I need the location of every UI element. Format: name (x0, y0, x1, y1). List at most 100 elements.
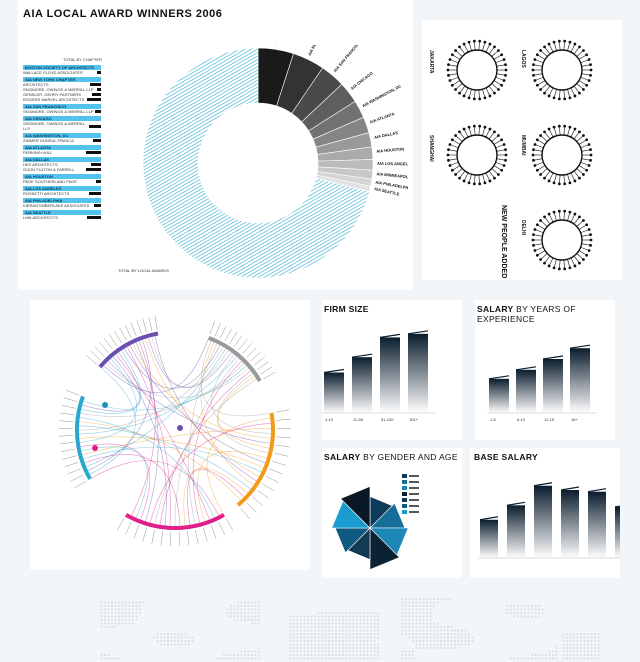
map-dot (107, 626, 110, 628)
legend-swatch (402, 492, 407, 496)
map-dot (342, 629, 344, 632)
chord-link (200, 342, 254, 486)
map-dot (331, 647, 334, 649)
city-dot (450, 138, 454, 142)
map-dot (258, 622, 260, 625)
map-dot (408, 657, 411, 660)
map-dot (338, 650, 341, 653)
map-dot (181, 636, 183, 639)
map-dot (244, 650, 246, 653)
chord-link (129, 345, 266, 464)
map-dot (405, 619, 407, 621)
map-dot (352, 629, 355, 632)
map-dot (125, 622, 127, 625)
map-dot (314, 626, 316, 628)
city-dot (568, 96, 572, 100)
city-spoke (553, 89, 557, 98)
map-dot (107, 608, 110, 611)
city-dot (568, 125, 572, 129)
map-dot (356, 657, 358, 660)
chapter-item: SKIDMORE, OWINGS & MERRILL LLP (23, 109, 101, 114)
map-dot (433, 601, 435, 604)
map-dot (324, 622, 327, 625)
bar-category-label: 16+ (571, 417, 578, 422)
legend-swatch (402, 480, 407, 484)
map-dot (356, 615, 358, 618)
map-dot (328, 612, 330, 614)
map-dot (370, 622, 372, 625)
chord-node (177, 425, 183, 431)
map-dot (377, 633, 379, 635)
map-dot (594, 647, 596, 649)
map-dot (422, 615, 425, 618)
city-dot (483, 181, 487, 185)
map-dot (251, 657, 253, 660)
map-dot (408, 654, 411, 656)
map-dot (433, 636, 435, 639)
map-dot (240, 605, 243, 607)
city-spoke (482, 174, 486, 183)
map-dot (184, 633, 187, 635)
map-dot (114, 608, 117, 611)
city-spoke (553, 174, 557, 183)
map-dot (114, 657, 117, 660)
map-dot (230, 657, 232, 660)
map-dot (342, 640, 344, 642)
map-dot (415, 640, 418, 642)
legend-swatch (402, 498, 407, 502)
salary-exp-title-thin: BY YEARS OF EXPERIENCE (477, 304, 576, 324)
map-dot (422, 643, 425, 646)
chapter-header: AIA PHILADELPHIA (23, 198, 101, 203)
city-spoke (459, 46, 466, 55)
map-dot (328, 654, 330, 656)
chord-tick-label (233, 335, 243, 347)
map-dot (167, 633, 169, 635)
map-dot (422, 598, 425, 600)
map-dot (436, 622, 439, 625)
map-dot (170, 636, 173, 639)
city-dot (502, 143, 506, 146)
map-dot (328, 640, 330, 642)
city-dot (450, 83, 454, 87)
map-dot (244, 601, 246, 604)
map-dot (258, 647, 260, 649)
map-dot (468, 636, 470, 639)
city-dot (587, 249, 591, 252)
chord-link (188, 343, 218, 524)
map-dot (342, 657, 344, 660)
chord-link (83, 446, 262, 473)
firm-size-panel: FIRM SIZE 1-10 11-50 51-100 101+ (322, 300, 462, 440)
map-dot (338, 619, 341, 621)
city-dot (557, 267, 561, 271)
map-dot (583, 657, 586, 660)
bar (561, 490, 579, 558)
map-dot (520, 612, 523, 614)
map-dot (587, 633, 589, 635)
map-dot (233, 615, 236, 618)
bar-cap (506, 501, 526, 506)
map-dot (314, 647, 316, 649)
map-dot (359, 615, 362, 618)
map-dot (345, 622, 348, 625)
map-dot (114, 612, 117, 614)
map-dot (100, 601, 103, 604)
map-dot (373, 612, 376, 614)
chapter-item-bar (87, 98, 101, 101)
city-spoke (482, 89, 486, 98)
city-spoke (570, 128, 576, 138)
map-dot (167, 640, 169, 642)
map-dot (296, 636, 299, 639)
chord-tick-label (59, 420, 74, 422)
map-dot (433, 598, 435, 600)
map-dot (317, 626, 320, 628)
chord-tick-label (195, 529, 199, 544)
chord-tick-label (61, 405, 76, 409)
map-dot (307, 615, 309, 618)
map-dot (531, 612, 533, 614)
city-dot (582, 88, 585, 91)
map-dot (233, 619, 236, 621)
bar-category-label: 101+ (409, 417, 419, 422)
map-dot (520, 657, 523, 660)
map-dot (310, 643, 313, 646)
map-dot (258, 605, 260, 607)
